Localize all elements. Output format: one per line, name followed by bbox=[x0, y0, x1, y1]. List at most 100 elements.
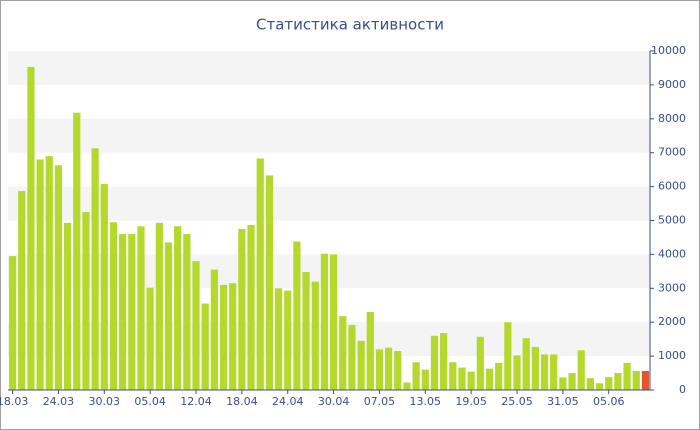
x-tick-label: 31.05 bbox=[547, 395, 579, 408]
bar bbox=[357, 340, 365, 390]
bar bbox=[109, 222, 118, 390]
bar bbox=[73, 112, 81, 390]
bar bbox=[174, 226, 182, 390]
y-tick-label: 8000 bbox=[658, 112, 686, 125]
bar bbox=[219, 284, 228, 390]
bar bbox=[385, 347, 393, 390]
bar bbox=[605, 377, 613, 390]
bar bbox=[485, 368, 494, 390]
bar bbox=[311, 281, 319, 390]
bar bbox=[128, 234, 136, 390]
bar bbox=[265, 175, 273, 390]
x-tick-label: 18.03 bbox=[0, 395, 28, 408]
x-tick-label: 25.05 bbox=[501, 395, 533, 408]
x-tick-label: 30.04 bbox=[318, 395, 350, 408]
bar bbox=[247, 224, 255, 390]
x-tick-label: 05.04 bbox=[134, 395, 166, 408]
bar bbox=[54, 165, 63, 390]
bar bbox=[449, 362, 457, 390]
bar bbox=[119, 234, 127, 390]
bar bbox=[329, 254, 338, 390]
bar bbox=[375, 349, 384, 390]
bar bbox=[421, 369, 429, 390]
bar bbox=[504, 322, 512, 390]
bar bbox=[522, 338, 530, 390]
bar bbox=[293, 241, 301, 390]
bar bbox=[155, 222, 163, 390]
x-tick-label: 07.05 bbox=[364, 395, 396, 408]
bar bbox=[238, 228, 246, 390]
bar bbox=[45, 156, 53, 390]
bar bbox=[614, 373, 622, 390]
y-tick-label: 10000 bbox=[651, 44, 686, 57]
bar bbox=[302, 272, 310, 390]
x-tick-label: 05.06 bbox=[593, 395, 625, 408]
bar bbox=[440, 333, 448, 390]
bar bbox=[513, 355, 521, 390]
bar bbox=[595, 383, 604, 390]
bar bbox=[256, 158, 264, 390]
bar bbox=[412, 362, 420, 390]
bar bbox=[467, 371, 475, 390]
bar bbox=[577, 350, 585, 390]
bar bbox=[339, 316, 347, 390]
bar bbox=[394, 351, 402, 390]
bar bbox=[183, 234, 191, 390]
bar bbox=[430, 335, 439, 390]
bar bbox=[27, 66, 35, 391]
grid-band bbox=[8, 51, 650, 85]
bar bbox=[586, 378, 594, 390]
bar bbox=[210, 269, 218, 390]
bar bbox=[559, 377, 567, 390]
y-tick-label: 4000 bbox=[658, 247, 686, 260]
bar bbox=[146, 287, 154, 390]
x-tick-label: 24.04 bbox=[272, 395, 304, 408]
bar bbox=[64, 222, 72, 390]
y-tick-label: 0 bbox=[679, 383, 686, 396]
bar bbox=[284, 290, 292, 390]
y-tick-label: 7000 bbox=[658, 146, 686, 159]
bar bbox=[18, 191, 26, 390]
x-tick-label: 19.05 bbox=[455, 395, 487, 408]
bar bbox=[36, 159, 44, 390]
x-tick-label: 30.03 bbox=[89, 395, 121, 408]
bar bbox=[201, 303, 209, 390]
bar bbox=[495, 362, 503, 390]
bar bbox=[8, 256, 17, 390]
bar bbox=[568, 373, 576, 390]
bar bbox=[632, 371, 640, 390]
bar bbox=[403, 382, 411, 390]
bar bbox=[82, 212, 90, 390]
bar bbox=[531, 346, 539, 390]
bar bbox=[641, 371, 650, 390]
bar bbox=[192, 261, 200, 390]
bar bbox=[229, 283, 237, 390]
bar bbox=[100, 183, 108, 390]
y-tick-label: 9000 bbox=[658, 78, 686, 91]
y-tick-label: 2000 bbox=[658, 315, 686, 328]
bar bbox=[320, 253, 329, 390]
bar bbox=[137, 226, 145, 390]
x-tick-label: 24.03 bbox=[43, 395, 75, 408]
bar bbox=[91, 148, 99, 390]
y-tick-label: 5000 bbox=[658, 214, 686, 227]
y-tick-label: 1000 bbox=[658, 349, 686, 362]
bar bbox=[623, 362, 631, 390]
x-tick-label: 13.05 bbox=[410, 395, 442, 408]
bar bbox=[458, 367, 466, 390]
grid-band bbox=[8, 118, 650, 153]
bar bbox=[550, 354, 558, 390]
chart-title: Статистика активности bbox=[256, 16, 444, 34]
bar bbox=[366, 312, 374, 390]
x-tick-label: 12.04 bbox=[180, 395, 212, 408]
y-tick-label: 6000 bbox=[658, 180, 686, 193]
bar bbox=[164, 242, 173, 390]
bar bbox=[476, 336, 484, 390]
bar bbox=[348, 324, 356, 390]
y-tick-label: 3000 bbox=[658, 281, 686, 294]
x-tick-label: 18.04 bbox=[226, 395, 258, 408]
bar bbox=[274, 288, 283, 390]
bar bbox=[540, 354, 549, 390]
grid-band bbox=[8, 186, 650, 221]
